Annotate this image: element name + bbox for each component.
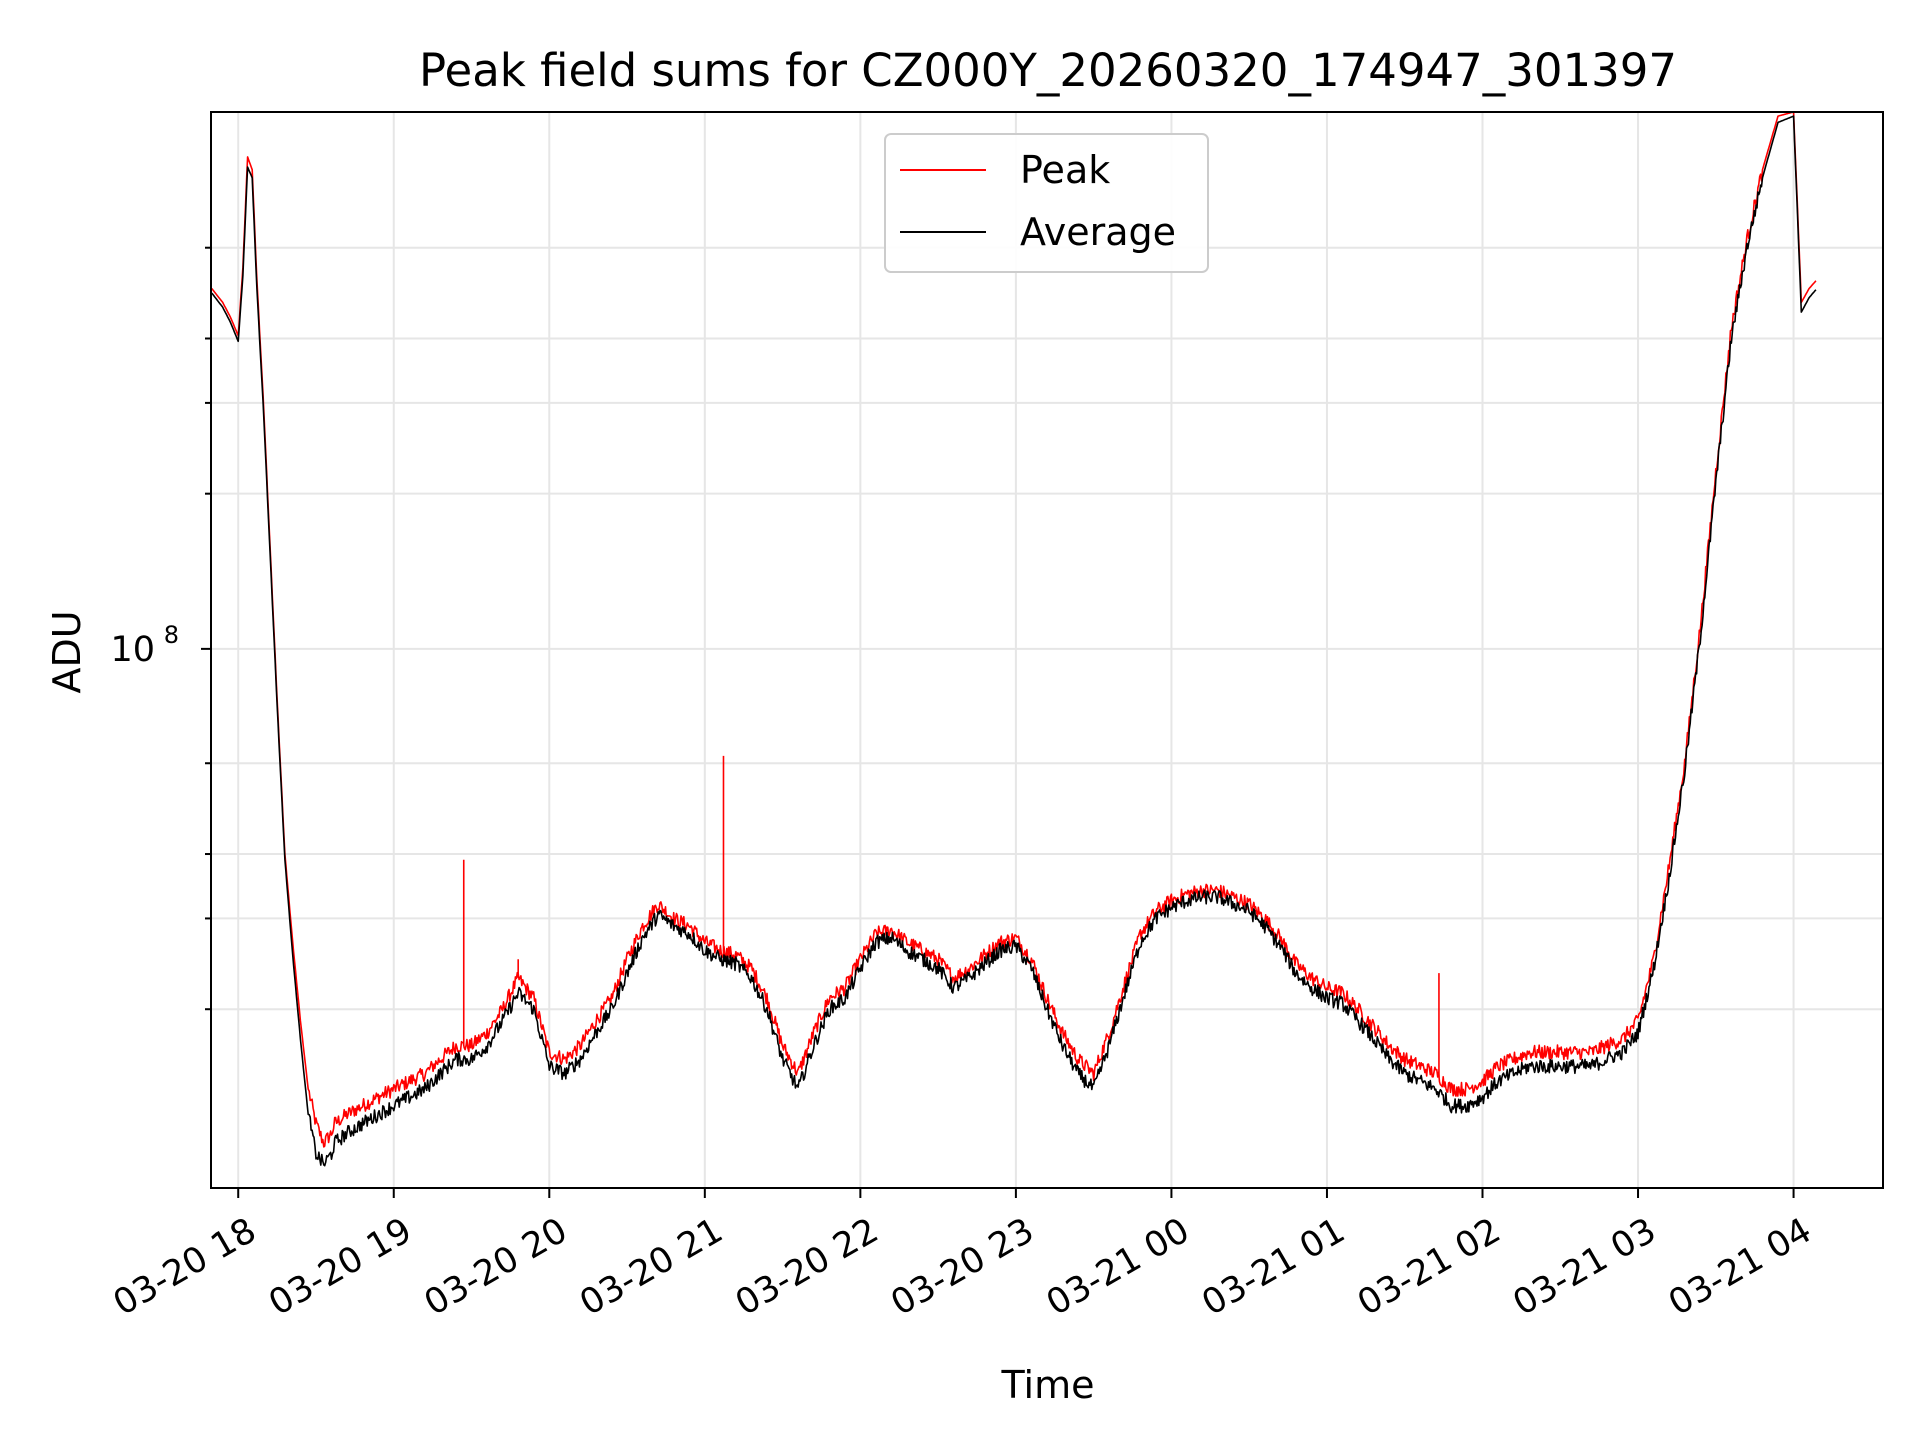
x-tick-label: 03-21 03 xyxy=(1507,1211,1663,1324)
y-axis-label: ADU xyxy=(45,610,89,693)
x-tick-label: 03-21 00 xyxy=(1040,1211,1196,1324)
x-tick-label: 03-21 04 xyxy=(1662,1211,1818,1324)
grid xyxy=(211,112,1883,1188)
legend-box xyxy=(884,133,1209,273)
legend: Peak Average xyxy=(884,133,1209,273)
x-tick-label: 03-21 01 xyxy=(1196,1211,1352,1324)
x-tick-label: 03-20 23 xyxy=(885,1211,1041,1324)
series-line-peak xyxy=(211,111,1817,1148)
legend-label-average: Average xyxy=(1020,210,1176,254)
x-tick-label: 03-20 20 xyxy=(418,1211,574,1324)
y-tick-label: 10 xyxy=(110,630,155,670)
legend-label-peak: Peak xyxy=(1020,148,1110,192)
x-axis-ticks: 03-20 18 03-20 19 03-20 20 03-20 21 03-20 22… xyxy=(107,1188,1818,1324)
x-tick-label: 03-21 02 xyxy=(1351,1211,1507,1324)
y-tick-exponent: 8 xyxy=(164,621,179,649)
x-axis-label: Time xyxy=(1001,1363,1095,1407)
x-tick-label: 03-20 18 xyxy=(107,1211,263,1324)
x-tick-label: 03-20 21 xyxy=(573,1211,729,1324)
x-tick-label: 03-20 19 xyxy=(262,1211,418,1324)
series-line-average xyxy=(211,115,1817,1167)
chart-title: Peak field sums for CZ000Y_20260320_1749… xyxy=(419,44,1677,97)
x-tick-label: 03-20 22 xyxy=(729,1211,885,1324)
y-axis-ticks: 10 8 xyxy=(110,246,211,1011)
plot-lines xyxy=(211,111,1817,1167)
plot-frame xyxy=(210,111,1884,1189)
